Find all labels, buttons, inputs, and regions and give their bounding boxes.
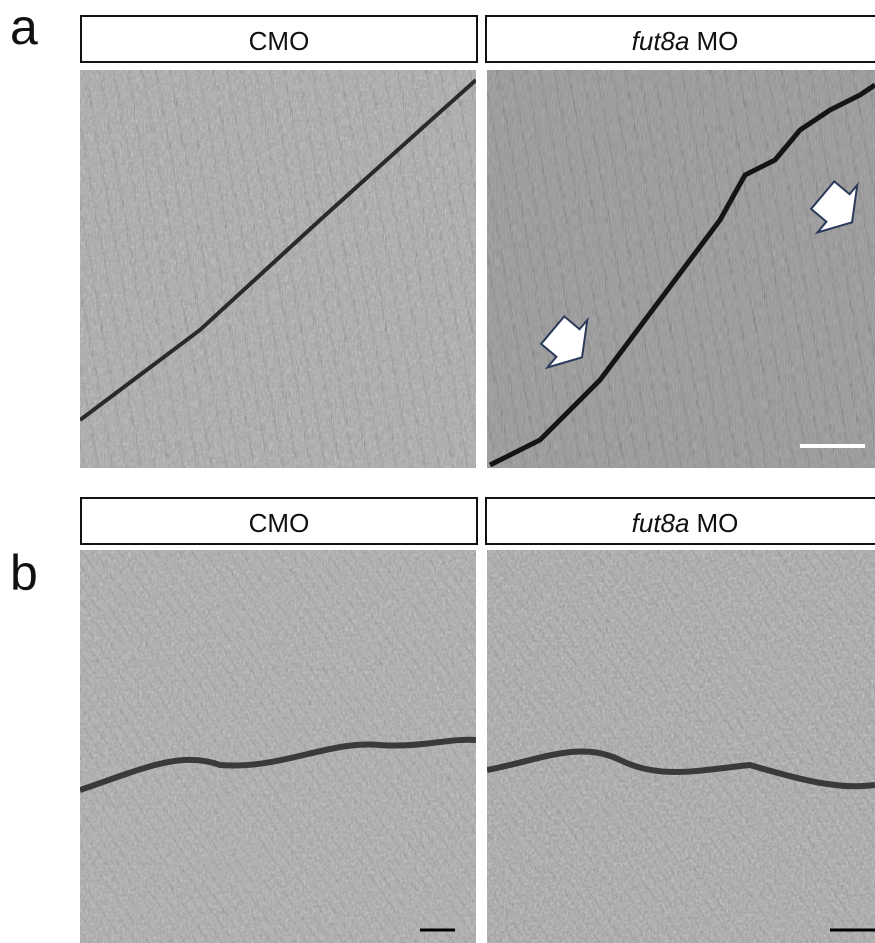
- image-a-fut8a: [487, 70, 875, 468]
- header-text: MO: [696, 26, 738, 57]
- column-header: CMO: [80, 15, 478, 63]
- header-text: MO: [696, 508, 738, 539]
- gene-name: fut8a: [632, 508, 690, 539]
- gene-name: fut8a: [632, 26, 690, 57]
- column-header: CMO: [80, 497, 478, 545]
- figure: a CMO fut8aMO b CMO fut8aMO: [0, 0, 875, 943]
- image-b-cmo: [80, 550, 476, 943]
- image-b-fut8a: [487, 550, 875, 943]
- image-a-cmo: [80, 70, 476, 468]
- panel-label: a: [10, 2, 38, 52]
- micrographs: [0, 0, 875, 943]
- panel-label: b: [10, 548, 38, 598]
